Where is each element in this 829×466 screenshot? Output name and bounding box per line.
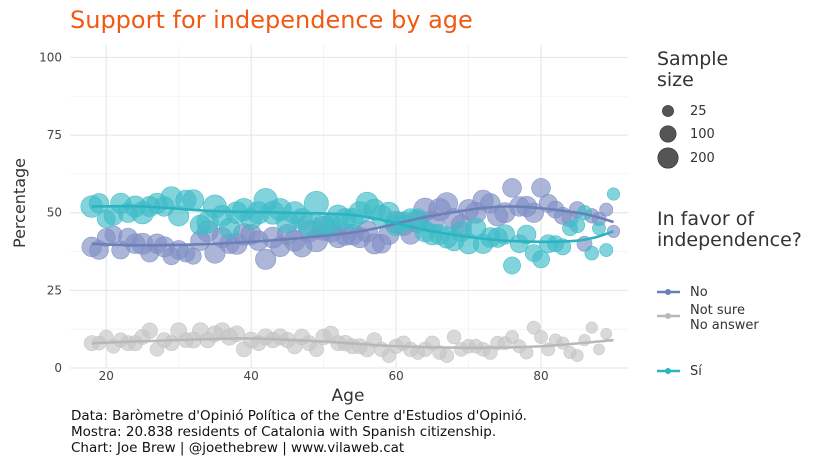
trend-line (91, 205, 614, 247)
data-points (80, 178, 621, 363)
data-point (569, 217, 586, 233)
data-point (182, 189, 205, 212)
trend-line (91, 204, 614, 244)
data-point (516, 224, 537, 245)
size-legend-mark (662, 105, 674, 117)
data-point (584, 245, 600, 261)
y-tick-label: 75 (47, 128, 62, 142)
size-legend-label: 25 (690, 104, 707, 119)
caption-sample: Mostra: 20.838 residents of Catalonia wi… (71, 424, 497, 440)
data-point (599, 202, 614, 217)
x-tick-label: 60 (388, 369, 403, 383)
data-point (592, 221, 606, 236)
color-legend-key (657, 289, 680, 295)
data-point (600, 328, 613, 340)
data-point (585, 321, 598, 334)
data-point (439, 348, 455, 363)
y-axis-ticks: 0 25 50 75 100 (39, 50, 62, 375)
x-axis-ticks: 20 40 60 80 (99, 369, 549, 383)
color-legend-key (657, 368, 680, 374)
data-point (446, 329, 462, 345)
trend-line (91, 337, 614, 350)
x-tick-label: 40 (244, 369, 259, 383)
y-tick-label: 100 (39, 50, 62, 64)
x-axis-label: Age (332, 386, 365, 406)
caption-source: Data: Baròmetre d'Opinió Política of the… (71, 408, 527, 424)
y-tick-label: 25 (47, 283, 62, 297)
size-legend-mark (659, 125, 677, 143)
data-point (255, 248, 277, 270)
data-point (532, 250, 550, 269)
color-legend-title: In favor of independence? (657, 208, 802, 251)
color-legend-label: Sí (690, 364, 702, 379)
trend-lines (91, 204, 614, 350)
data-point (502, 178, 522, 198)
color-legend-label: Not sure No answer (690, 303, 759, 333)
data-point (531, 178, 551, 198)
x-tick-label: 80 (533, 369, 548, 383)
data-point (184, 247, 202, 265)
data-point (503, 256, 521, 275)
data-point (534, 330, 548, 344)
data-point (526, 320, 541, 335)
color-legend-marks (657, 289, 680, 374)
data-point (599, 243, 614, 257)
size-legend-mark (657, 147, 679, 169)
y-axis-label: Percentage (10, 158, 29, 248)
caption-credit: Chart: Joe Brew | @joethebrew | www.vila… (71, 440, 405, 456)
chart-title: Support for independence by age (70, 6, 473, 34)
size-legend-marks (657, 105, 679, 169)
data-point (303, 190, 329, 216)
size-legend-label: 100 (690, 127, 715, 142)
data-point (606, 187, 621, 201)
data-point (505, 330, 519, 344)
y-tick-label: 50 (47, 206, 62, 220)
data-point (570, 349, 584, 362)
size-legend-title: Sample size (657, 48, 729, 91)
color-legend-key (657, 313, 680, 319)
data-point (141, 322, 158, 339)
x-tick-label: 20 (99, 369, 114, 383)
data-point (593, 343, 605, 356)
color-legend-label: No (690, 285, 708, 300)
y-tick-label: 0 (54, 361, 62, 375)
size-legend-label: 200 (690, 151, 715, 166)
